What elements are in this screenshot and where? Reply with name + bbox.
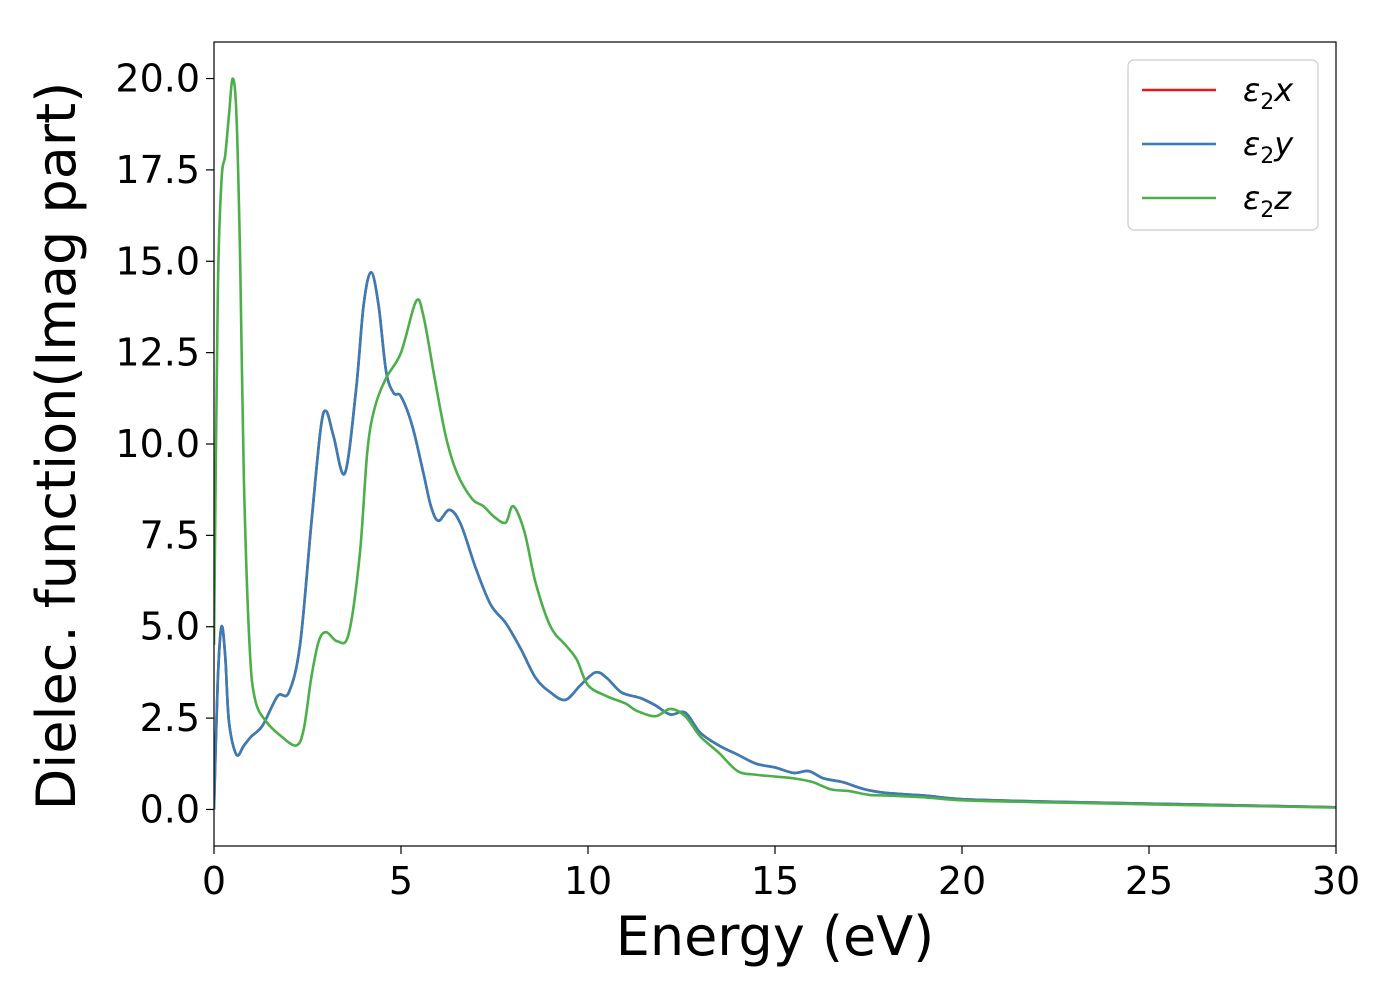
legend-box bbox=[1127, 59, 1319, 231]
legend-axis: y bbox=[1273, 125, 1294, 163]
y-tick-label: 0.0 bbox=[140, 787, 200, 831]
x-tick-label: 30 bbox=[1312, 859, 1360, 903]
series-layer bbox=[214, 77, 1336, 810]
y-tick-label: 20.0 bbox=[115, 57, 200, 101]
y-tick-label: 7.5 bbox=[140, 513, 200, 557]
legend-subscript: 2 bbox=[1260, 198, 1274, 223]
x-tick-label: 25 bbox=[1125, 859, 1173, 903]
y-tick-label: 12.5 bbox=[115, 331, 200, 375]
x-tick-label: 20 bbox=[938, 859, 986, 903]
x-tick-label: 10 bbox=[564, 859, 612, 903]
x-axis-title: Energy (eV) bbox=[616, 905, 935, 968]
y-tick-label: 2.5 bbox=[140, 696, 200, 740]
legend-symbol: ε bbox=[1243, 71, 1260, 109]
y-axis-title: Dielec. function(Imag part) bbox=[25, 82, 88, 811]
y-tick-label: 17.5 bbox=[115, 148, 200, 192]
legend-axis: x bbox=[1273, 71, 1294, 109]
y-tick-label: 15.0 bbox=[115, 239, 200, 283]
legend-subscript: 2 bbox=[1260, 144, 1274, 169]
x-tick-label: 15 bbox=[751, 859, 799, 903]
x-tick-label: 0 bbox=[202, 859, 226, 903]
x-tick-label: 5 bbox=[389, 859, 413, 903]
series-line-y bbox=[214, 270, 1336, 810]
legend-label-y: ε2y bbox=[1243, 125, 1294, 169]
legend-symbol: ε bbox=[1243, 179, 1260, 217]
y-tick-label: 10.0 bbox=[115, 422, 200, 466]
y-ticks: 0.0 2.5 5.0 7.5 10.0 12.5 15.0 17.5 20.0 bbox=[115, 57, 214, 831]
y-tick-label: 5.0 bbox=[140, 605, 200, 649]
legend-subscript: 2 bbox=[1260, 90, 1274, 115]
series-line-z bbox=[214, 77, 1336, 809]
x-ticks: 0 5 10 15 20 25 30 bbox=[202, 846, 1360, 903]
legend-axis: z bbox=[1273, 179, 1292, 217]
legend-symbol: ε bbox=[1243, 125, 1260, 163]
legend-label-z: ε2z bbox=[1243, 179, 1292, 223]
legend-label-x: ε2x bbox=[1243, 71, 1294, 115]
